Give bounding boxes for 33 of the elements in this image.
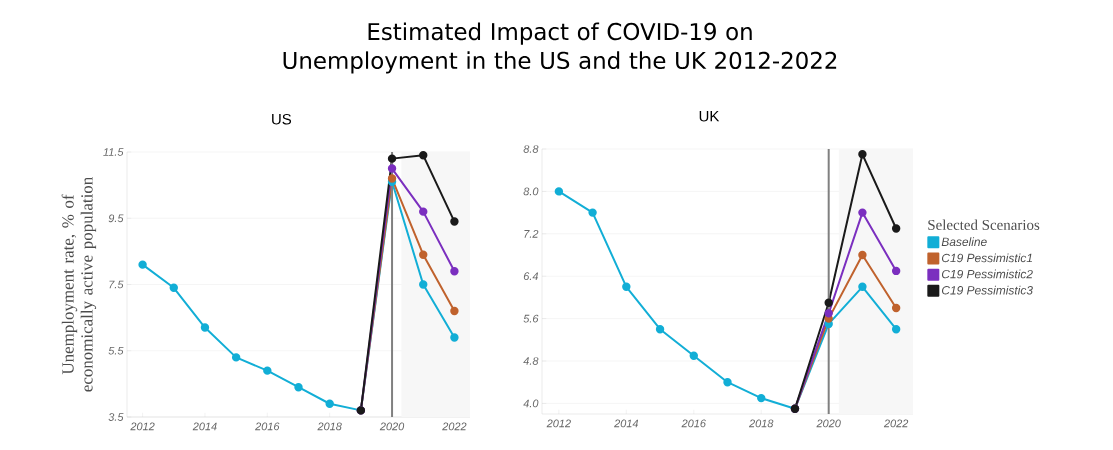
legend-label: C19 Pessimistic2	[941, 269, 1033, 279]
x-tick-label: 2020	[816, 419, 841, 428]
y-tick-label: 5.5	[108, 346, 124, 355]
y-tick-label: 8.0	[523, 187, 539, 196]
y-tick-label: 7.5	[109, 280, 124, 289]
y-tick-label: 4.0	[523, 399, 539, 408]
y-tick-label: 11.5	[103, 148, 124, 156]
y-axis-title: Unemployment rate, % of economically active population	[61, 177, 97, 392]
x-tick-label: 2016	[255, 422, 280, 431]
y-tick-label: 9.5	[108, 214, 124, 223]
chart-subtitle: US	[272, 113, 292, 125]
x-tick-label: 2022	[883, 419, 909, 428]
x-tick-label: 2012	[546, 419, 571, 428]
x-tick-label: 2022	[442, 422, 467, 431]
x-tick-label: 2020	[379, 422, 405, 431]
x-tick-label: 2018	[317, 422, 342, 431]
y-tick-label: 6.4	[523, 272, 539, 281]
text: Estimated Impact of COVID-19 on Unemployment in the US and the UK 2012-2022	[283, 22, 837, 74]
legend-title: Selected Scenarios	[928, 219, 1040, 230]
legend-label: Baseline	[941, 237, 987, 247]
x-tick-label: 2014	[192, 422, 217, 431]
y-tick-label: 4.8	[523, 357, 539, 365]
x-tick-label: 2018	[748, 419, 774, 428]
x-tick-label: 2012	[130, 422, 155, 431]
legend-label: C19 Pessimistic3	[941, 285, 1033, 295]
x-tick-label: 2016	[681, 419, 706, 428]
y-tick-label: 3.5	[108, 413, 124, 421]
chart-subtitle: UK	[699, 111, 720, 122]
legend-label: C19 Pessimistic1	[941, 253, 1032, 263]
y-tick-label: 5.6	[523, 314, 539, 323]
y-tick-label: 8.8	[523, 145, 539, 153]
x-tick-label: 2014	[614, 419, 639, 428]
y-tick-label: 7.2	[524, 229, 539, 238]
